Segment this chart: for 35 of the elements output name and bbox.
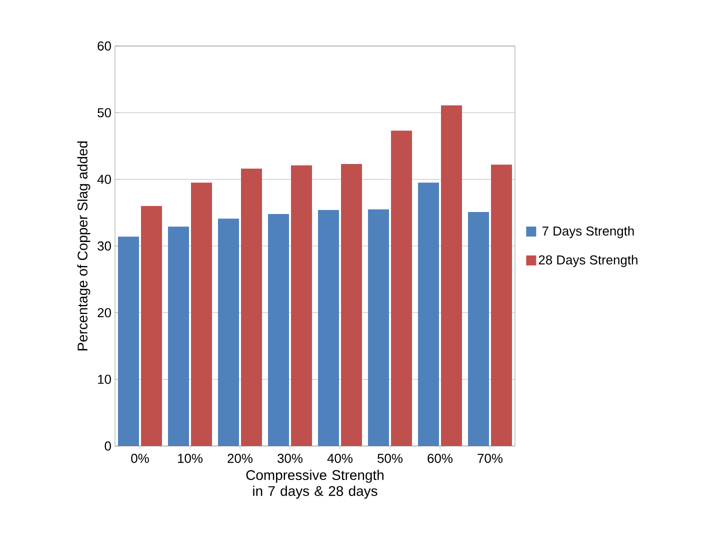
- bar: [240, 168, 262, 446]
- bar: [140, 206, 162, 446]
- bar: [468, 212, 489, 446]
- bar: [390, 130, 412, 446]
- bar: [118, 236, 140, 446]
- x-tick-label: 0%: [131, 454, 149, 463]
- bar: [218, 218, 240, 446]
- bar: [340, 164, 362, 446]
- x-tick-label: 30%: [278, 454, 302, 463]
- bar: [418, 182, 439, 446]
- bar: [290, 165, 312, 446]
- x-tick-label: 60%: [428, 454, 452, 463]
- y-tick-label: 50: [98, 108, 111, 118]
- x-tick-label: 40%: [327, 454, 352, 463]
- x-tick-label: 50%: [378, 454, 402, 463]
- bar: [168, 226, 190, 446]
- bar: [190, 182, 212, 446]
- x-tick-label: 20%: [228, 454, 252, 463]
- y-tick-label: 60: [98, 41, 111, 51]
- y-tick-label: 40: [97, 174, 111, 184]
- y-tick-label: 10: [98, 374, 111, 384]
- y-axis-title: Percentage of Copper Slag added: [77, 141, 90, 350]
- x-axis-title: Compressive Strength in 7 days & 28 days: [246, 470, 384, 499]
- y-tick-label: 30: [98, 241, 111, 251]
- bar: [440, 105, 462, 446]
- y-tick-label: 0: [104, 441, 111, 451]
- x-tick-label: 10%: [178, 454, 203, 463]
- x-tick-label: 70%: [478, 454, 502, 463]
- y-tick-label: 20: [98, 308, 111, 318]
- bar: [318, 210, 339, 446]
- bar: [368, 209, 389, 446]
- legend-label: 28 Days Strength: [538, 254, 638, 268]
- legend-label: 7 Days Strength: [542, 226, 634, 238]
- bar: [268, 214, 290, 446]
- bar: [490, 164, 512, 446]
